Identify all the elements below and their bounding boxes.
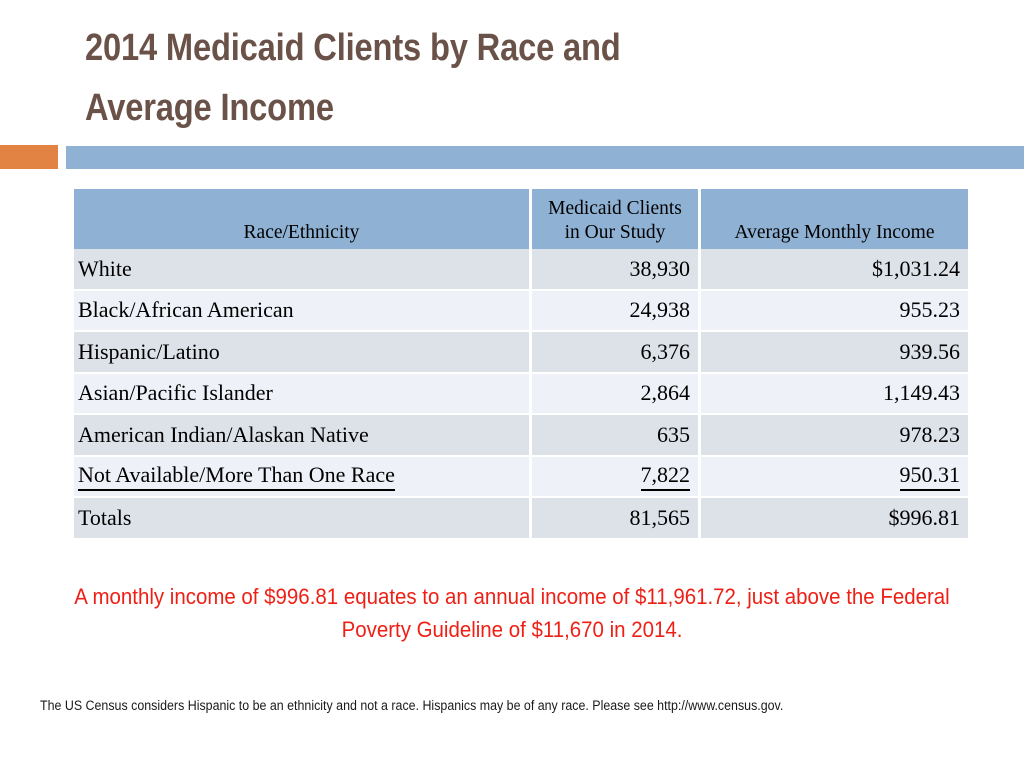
cell-medicaid-clients: 635 bbox=[532, 415, 701, 457]
cell-race-ethnicity: White bbox=[74, 249, 532, 291]
cell-average-monthly-income: 939.56 bbox=[701, 332, 968, 374]
cell-average-monthly-income-text: 978.23 bbox=[899, 421, 961, 447]
table-row: Asian/Pacific Islander 2,864 1,149.43 bbox=[74, 373, 968, 415]
cell-medicaid-clients: 6,376 bbox=[532, 332, 701, 374]
page-title: 2014 Medicaid Clients by Race and Averag… bbox=[85, 27, 621, 129]
cell-average-monthly-income-text: 950.31 bbox=[899, 462, 960, 491]
column-header-race-ethnicity: Race/Ethnicity bbox=[74, 189, 532, 249]
cell-race-ethnicity: Totals bbox=[74, 498, 532, 540]
cell-race-ethnicity: Asian/Pacific Islander bbox=[74, 373, 532, 415]
cell-medicaid-clients-text: 6,376 bbox=[640, 338, 691, 364]
cell-medicaid-clients-text: 81,565 bbox=[629, 504, 691, 530]
cell-race-ethnicity-text: American Indian/Alaskan Native bbox=[78, 421, 369, 447]
cell-average-monthly-income: 950.31 bbox=[701, 456, 968, 498]
accent-bar-orange bbox=[0, 145, 58, 169]
cell-average-monthly-income: $1,031.24 bbox=[701, 249, 968, 291]
cell-medicaid-clients-text: 7,822 bbox=[640, 462, 690, 491]
cell-medicaid-clients-text: 24,938 bbox=[629, 297, 691, 323]
cell-medicaid-clients-text: 635 bbox=[657, 421, 690, 447]
cell-medicaid-clients-text: 2,864 bbox=[640, 380, 691, 406]
cell-average-monthly-income-text: 1,149.43 bbox=[883, 380, 960, 406]
cell-average-monthly-income-text: 955.23 bbox=[899, 297, 961, 323]
cell-medicaid-clients-text: 38,930 bbox=[629, 255, 691, 281]
table-row: Not Available/More Than One Race 7,822 950… bbox=[74, 456, 968, 498]
table-row: American Indian/Alaskan Native 635 978.23 bbox=[74, 415, 968, 457]
cell-race-ethnicity-text: Not Available/More Than One Race bbox=[78, 462, 395, 491]
table-header-row: Race/Ethnicity Medicaid Clients in Our S… bbox=[74, 189, 968, 249]
income-callout: A monthly income of $996.81 equates to a… bbox=[74, 584, 950, 642]
cell-average-monthly-income: 978.23 bbox=[701, 415, 968, 457]
table-header: Race/Ethnicity Medicaid Clients in Our S… bbox=[74, 189, 968, 249]
cell-average-monthly-income-text: 939.56 bbox=[899, 338, 961, 364]
cell-average-monthly-income-text: $1,031.24 bbox=[872, 255, 960, 281]
medicaid-clients-table: Race/Ethnicity Medicaid Clients in Our S… bbox=[74, 189, 968, 540]
cell-medicaid-clients: 24,938 bbox=[532, 290, 701, 332]
cell-medicaid-clients: 38,930 bbox=[532, 249, 701, 291]
column-header-medicaid-clients: Medicaid Clients in Our Study bbox=[532, 189, 701, 249]
cell-race-ethnicity: Not Available/More Than One Race bbox=[74, 456, 532, 498]
cell-average-monthly-income: 955.23 bbox=[701, 290, 968, 332]
cell-race-ethnicity: Hispanic/Latino bbox=[74, 332, 532, 374]
cell-average-monthly-income: $996.81 bbox=[701, 498, 968, 540]
cell-race-ethnicity-text: Hispanic/Latino bbox=[78, 338, 220, 364]
table-row: Totals 81,565 $996.81 bbox=[74, 498, 968, 540]
table-body: White 38,930 $1,031.24 Black/African Americ… bbox=[74, 249, 968, 540]
cell-average-monthly-income-text: $996.81 bbox=[888, 504, 961, 530]
cell-race-ethnicity-text: White bbox=[78, 255, 132, 281]
table-row: Black/African American 24,938 955.23 bbox=[74, 290, 968, 332]
accent-bar-blue bbox=[66, 146, 1024, 169]
cell-race-ethnicity: American Indian/Alaskan Native bbox=[74, 415, 532, 457]
cell-race-ethnicity-text: Asian/Pacific Islander bbox=[78, 380, 273, 406]
table-row: Hispanic/Latino 6,376 939.56 bbox=[74, 332, 968, 374]
table-row: White 38,930 $1,031.24 bbox=[74, 249, 968, 291]
cell-medicaid-clients: 7,822 bbox=[532, 456, 701, 498]
cell-medicaid-clients: 2,864 bbox=[532, 373, 701, 415]
cell-race-ethnicity: Black/African American bbox=[74, 290, 532, 332]
census-footnote: The US Census considers Hispanic to be a… bbox=[40, 698, 784, 713]
cell-average-monthly-income: 1,149.43 bbox=[701, 373, 968, 415]
cell-race-ethnicity-text: Totals bbox=[78, 504, 132, 530]
cell-medicaid-clients: 81,565 bbox=[532, 498, 701, 540]
column-header-average-monthly-income: Average Monthly Income bbox=[701, 189, 968, 249]
cell-race-ethnicity-text: Black/African American bbox=[78, 297, 294, 323]
